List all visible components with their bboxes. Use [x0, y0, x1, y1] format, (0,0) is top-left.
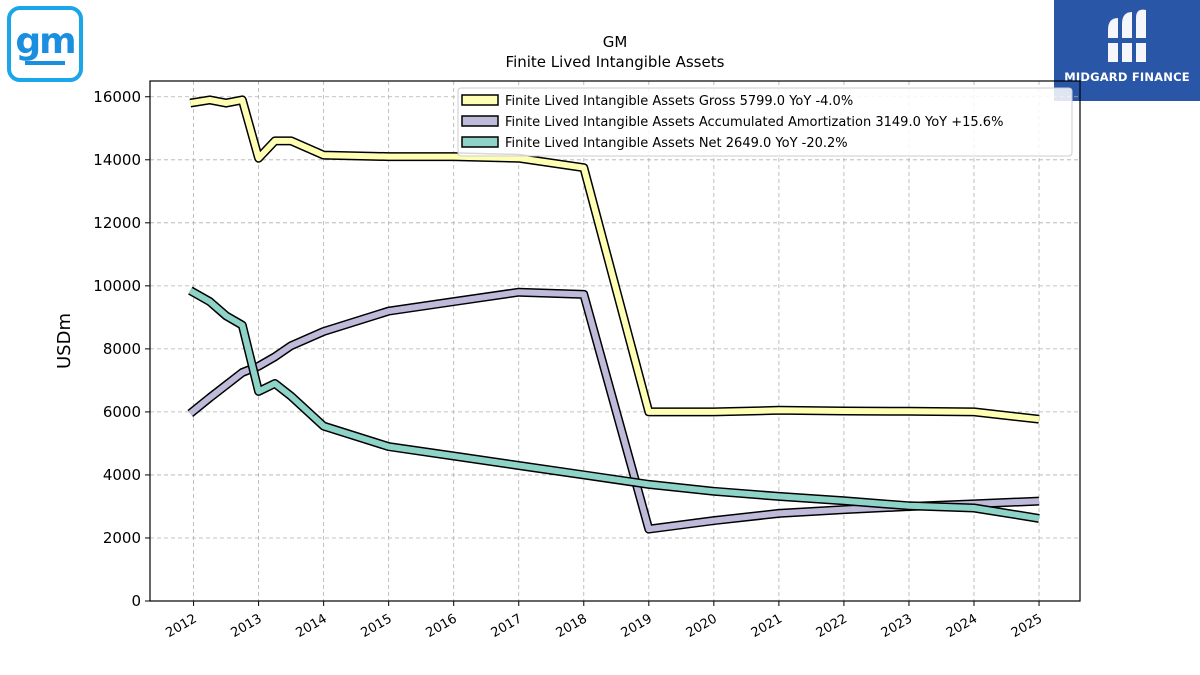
gm-logo-text: gm — [15, 21, 76, 62]
series-line-2 — [188, 287, 1040, 522]
x-tick-label: 2023 — [879, 611, 915, 641]
legend: Finite Lived Intangible Assets Gross 579… — [457, 87, 1073, 157]
legend-label-1: Finite Lived Intangible Assets Accumulat… — [505, 115, 1003, 130]
y-tick-label: 16000 — [93, 88, 141, 106]
x-tick-label: 2017 — [489, 611, 525, 641]
gm-logo: gm — [7, 6, 83, 82]
chart-subtitle: Finite Lived Intangible Assets — [506, 53, 725, 71]
legend-swatch-2 — [461, 136, 499, 148]
midgard-finance-watermark: MIDGARD FINANCE — [1054, 0, 1200, 101]
chart-title: GM — [603, 33, 628, 51]
y-tick-label: 10000 — [93, 277, 141, 295]
y-tick-label: 8000 — [103, 340, 141, 358]
series-line-0 — [189, 96, 1040, 423]
midgard-finance-emblem-icon — [1106, 9, 1148, 62]
x-tick-label: 2015 — [359, 611, 395, 641]
y-tick-label: 14000 — [93, 151, 141, 169]
x-tick-label: 2024 — [944, 611, 980, 641]
legend-label-2: Finite Lived Intangible Assets Net 2649.… — [505, 136, 848, 151]
y-tick-label: 6000 — [103, 403, 141, 421]
series-line-1 — [188, 289, 1040, 533]
legend-swatch-1 — [461, 115, 499, 127]
legend-box — [457, 87, 1073, 157]
y-axis-label: USDm — [54, 313, 75, 369]
y-tick-label: 0 — [131, 592, 141, 610]
y-tick-label: 2000 — [103, 529, 141, 547]
y-tick-label: 4000 — [103, 466, 141, 484]
x-tick-label: 2016 — [424, 611, 460, 641]
x-tick-label: 2025 — [1009, 611, 1045, 641]
x-tick-label: 2018 — [554, 611, 590, 641]
legend-swatch-0 — [461, 94, 499, 106]
x-tick-label: 2021 — [749, 611, 785, 641]
grid — [150, 81, 1080, 602]
x-tick-label: 2020 — [684, 611, 720, 641]
gm-logo-underline — [25, 61, 65, 65]
x-tick-label: 2013 — [228, 611, 264, 641]
plot-frame — [149, 80, 1081, 602]
x-tick-label: 2022 — [814, 611, 850, 641]
midgard-finance-text: MIDGARD FINANCE — [1064, 70, 1190, 84]
series-lines — [187, 95, 1040, 534]
legend-label-0: Finite Lived Intangible Assets Gross 579… — [505, 94, 853, 109]
x-tick-label: 2019 — [619, 611, 655, 641]
x-tick-label: 2012 — [163, 611, 199, 641]
y-tick-label: 12000 — [93, 214, 141, 232]
x-tick-label: 2014 — [293, 611, 329, 641]
